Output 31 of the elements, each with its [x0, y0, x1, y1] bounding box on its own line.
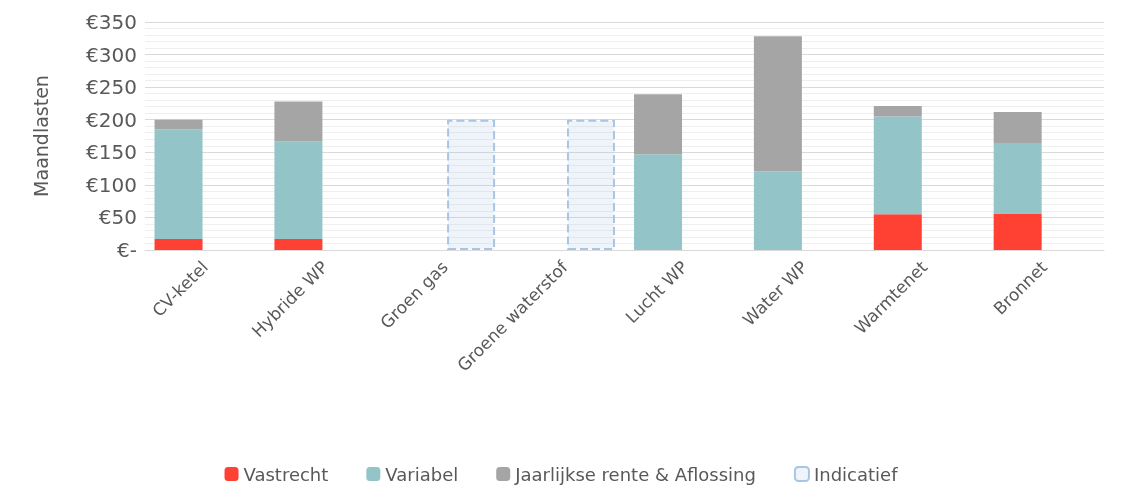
bar [274, 141, 323, 239]
y-tick-label: €200 [86, 107, 137, 132]
bar [753, 36, 802, 172]
bar [873, 116, 922, 215]
y-axis-title: Maandlasten [29, 75, 52, 197]
bar [274, 238, 323, 250]
y-tick-label: €150 [86, 140, 137, 165]
legend-label: Jaarlijkse rente & Aflossing [514, 463, 756, 485]
y-tick-label: €50 [98, 205, 137, 230]
y-tick-label: €250 [86, 75, 137, 100]
bar [154, 238, 203, 250]
bar [873, 106, 922, 117]
y-tick-label: €350 [86, 10, 137, 34]
bar [634, 94, 683, 155]
bar [873, 214, 922, 250]
bar [634, 154, 683, 250]
bar [447, 119, 496, 250]
legend-label: Variabel [385, 463, 459, 485]
legend-label: Vastrecht [243, 463, 329, 485]
bar [753, 171, 802, 250]
bar [993, 143, 1042, 214]
y-tick-label: €300 [86, 42, 137, 67]
bar [274, 101, 323, 142]
bar [993, 213, 1042, 250]
bar [993, 111, 1042, 144]
bar [154, 119, 203, 130]
bar [154, 129, 203, 239]
legend-label: Indicatief [813, 463, 899, 485]
y-tick-label: €- [117, 238, 137, 262]
bar [566, 119, 615, 250]
y-tick-label: €100 [86, 172, 137, 197]
